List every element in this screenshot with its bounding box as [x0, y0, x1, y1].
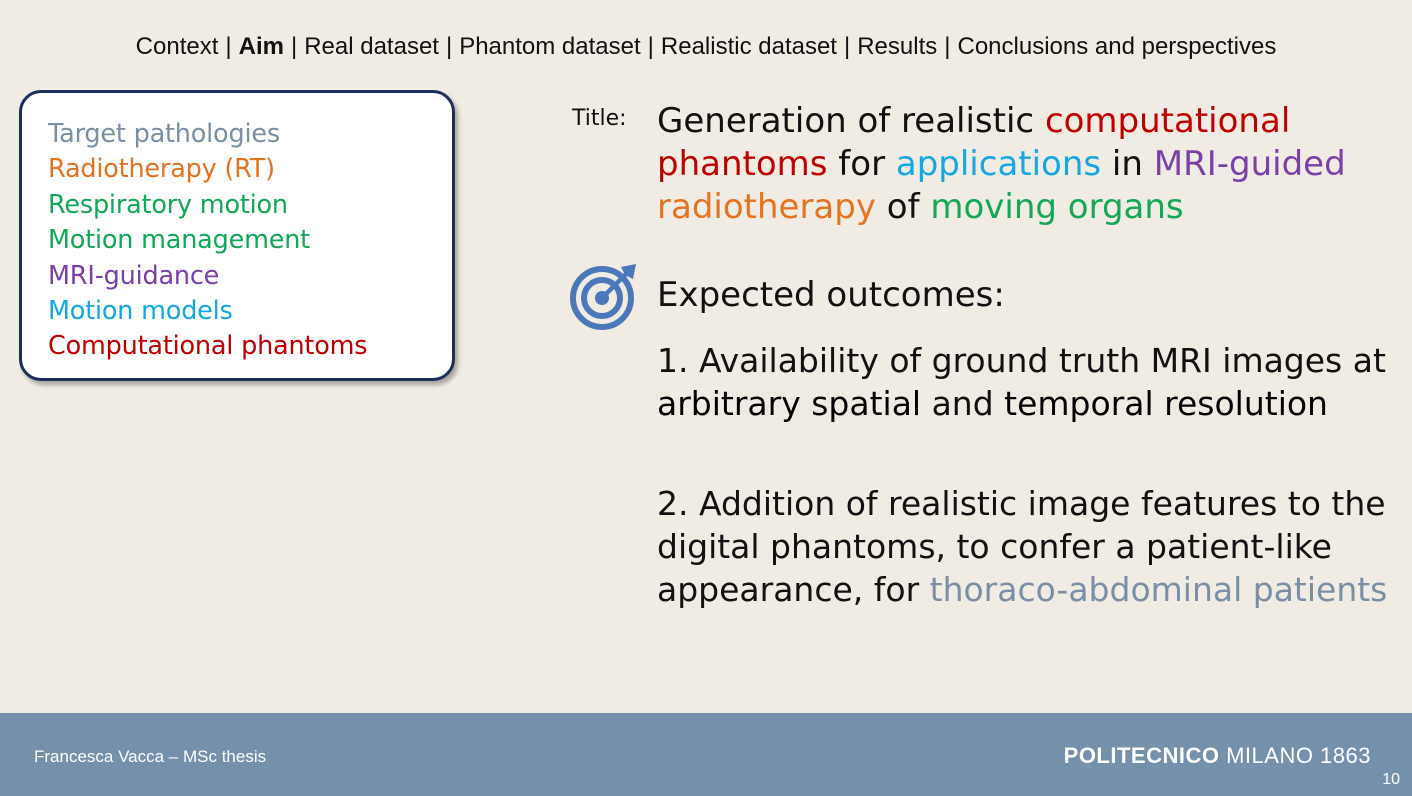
text-segment: computational phantoms: [657, 101, 1291, 184]
nav-item-real-dataset: Real dataset: [304, 33, 439, 60]
text-segment: arbitrary spatial: [657, 384, 922, 423]
nav-separator: |: [445, 33, 453, 60]
nav-separator: |: [944, 33, 951, 60]
topics-box: Target pathologies Radiotherapy (RT) Respi…: [19, 90, 455, 381]
text-segment: for: [827, 144, 896, 184]
topic-item: Motion models: [48, 296, 233, 327]
nav-separator: |: [647, 33, 654, 60]
nav-separator: |: [225, 33, 232, 60]
topic-item: Motion management: [48, 225, 310, 256]
text-segment: moving organs: [930, 187, 1184, 227]
nav-item-phantom-dataset: Phantom dataset: [459, 33, 641, 60]
text-segment: and: [921, 384, 1005, 423]
outcomes-heading: Expected outcomes:: [657, 275, 1005, 315]
text-segment: thoraco-abdominal patients: [929, 570, 1388, 609]
outcome-item-1: 1. Availability of ground truth MRI imag…: [657, 339, 1397, 425]
nav-separator: |: [290, 33, 298, 60]
title-label: Title:: [572, 106, 627, 131]
topic-item: Radiotherapy (RT): [48, 154, 275, 185]
text-segment: Generation of realistic: [657, 101, 1045, 141]
topic-item: MRI-guidance: [48, 260, 220, 291]
university-logo-text: POLITECNICO MILANO 1863: [1064, 743, 1371, 769]
text-segment: in: [1101, 144, 1154, 184]
brand-bold: POLITECNICO: [1063, 743, 1220, 768]
nav-item-aim: Aim: [238, 33, 284, 60]
text-segment: radiotherapy: [657, 187, 876, 227]
nav-item-realistic-dataset: Realistic dataset: [660, 33, 837, 60]
topic-item: Target pathologies: [48, 119, 280, 149]
footer-bar: Francesca Vacca – MSc thesis POLITECNICO…: [0, 713, 1412, 796]
thesis-title: Generation of realistic computational ph…: [657, 100, 1377, 229]
topic-item: Respiratory motion: [48, 189, 288, 220]
nav-item-context: Context: [135, 33, 219, 60]
text-segment: applications: [895, 144, 1102, 184]
page-number: 10: [1382, 771, 1400, 788]
nav-separator: |: [843, 33, 851, 60]
section-navigation: Context | Aim | Real dataset | Phantom dataset…: [0, 33, 1412, 61]
text-segment: 2. Addition of realistic image features …: [657, 484, 1386, 609]
text-segment: temporal resolution: [1004, 384, 1328, 423]
text-segment: MRI-guided: [1153, 144, 1346, 184]
nav-item-conclusions-and-perspectives: Conclusions and perspectives: [957, 33, 1277, 60]
footer-author: Francesca Vacca – MSc thesis: [34, 747, 267, 766]
text-segment: of: [875, 187, 931, 227]
outcome-item-2: 2. Addition of realistic image features …: [657, 482, 1397, 611]
target-icon: [570, 264, 636, 330]
text-segment: 1. Availability of ground truth MRI imag…: [657, 341, 1386, 380]
nav-item-results: Results: [857, 33, 938, 60]
brand-rest: MILANO 1863: [1219, 743, 1371, 768]
topic-item: Computational phantoms: [48, 331, 368, 362]
topics-list: Target pathologies Radiotherapy (RT) Respi…: [22, 93, 452, 365]
